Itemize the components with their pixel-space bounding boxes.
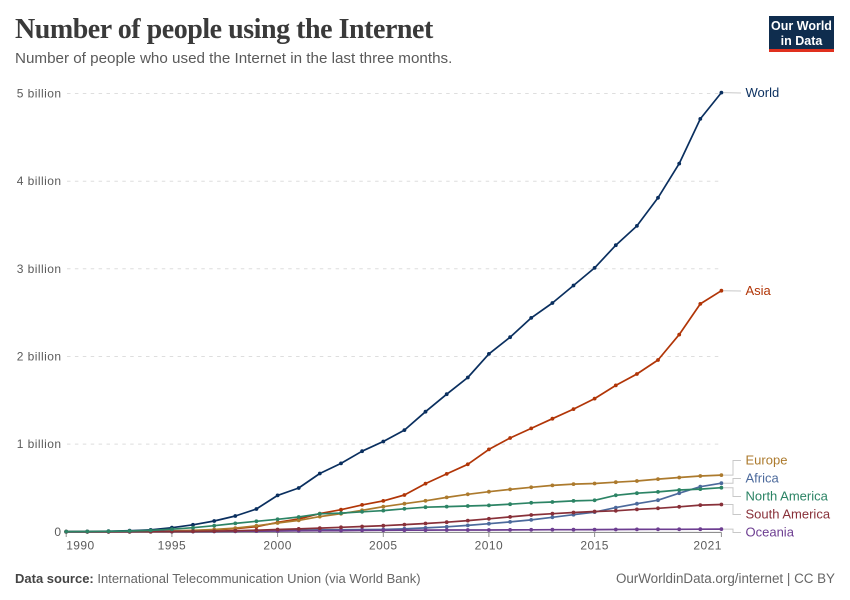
svg-text:South America: South America — [746, 507, 831, 522]
svg-text:North America: North America — [746, 489, 829, 504]
svg-text:Oceania: Oceania — [746, 525, 795, 540]
svg-text:2000: 2000 — [263, 538, 292, 552]
svg-text:4 billion: 4 billion — [17, 174, 62, 188]
svg-text:Asia: Asia — [746, 283, 772, 298]
svg-text:World: World — [746, 85, 780, 100]
svg-text:1995: 1995 — [158, 538, 187, 552]
svg-text:2015: 2015 — [580, 538, 609, 552]
svg-text:2010: 2010 — [475, 538, 504, 552]
svg-text:1990: 1990 — [66, 538, 95, 552]
svg-text:0: 0 — [54, 525, 61, 539]
svg-text:2005: 2005 — [369, 538, 398, 552]
svg-text:Africa: Africa — [746, 471, 780, 486]
svg-text:2 billion: 2 billion — [17, 350, 62, 364]
svg-text:Europe: Europe — [746, 453, 788, 468]
svg-text:1 billion: 1 billion — [17, 437, 62, 451]
svg-text:3 billion: 3 billion — [17, 262, 62, 276]
svg-text:2021: 2021 — [693, 538, 722, 552]
svg-text:5 billion: 5 billion — [17, 87, 62, 101]
